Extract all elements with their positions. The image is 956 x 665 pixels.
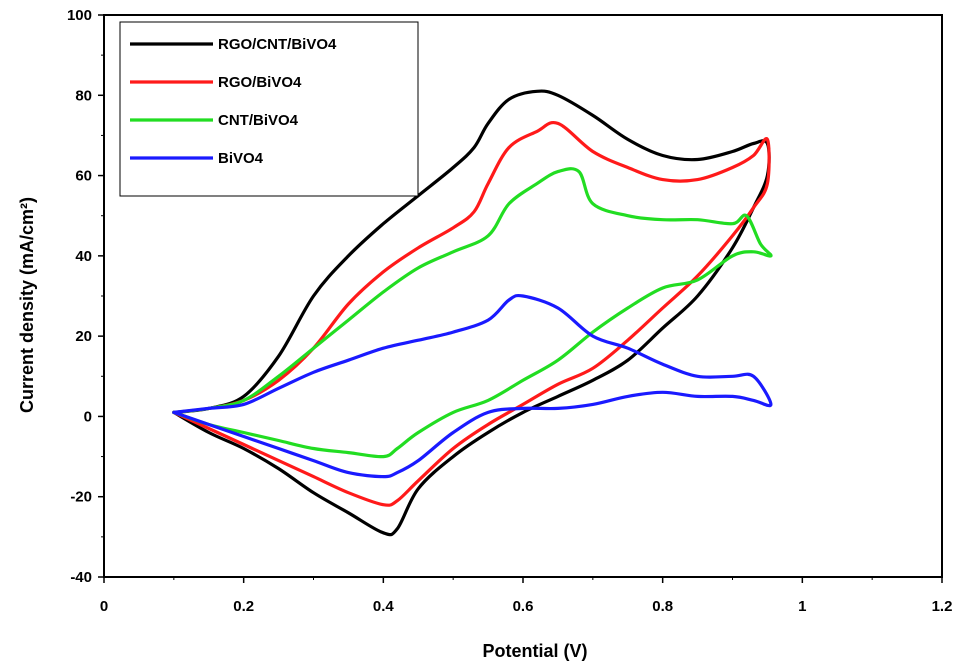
legend-label-bivo4: BiVO4 [218,150,264,167]
legend-label-cnt-bivo4: CNT/BiVO4 [218,112,299,129]
x-tick-label: 0.6 [513,598,534,615]
y-tick-label: 40 [75,248,92,265]
series-line-bivo4 [172,293,773,479]
legend-box [119,21,419,197]
x-tick-label: 0.8 [652,598,673,615]
y-tick-label: 60 [75,168,92,185]
x-tick-label: 0.2 [233,598,254,615]
x-tick-label: 0 [100,598,108,615]
tick-labels: -40 -20 0 20 40 60 80 100 0 0.2 0.4 0.6 0.8 1 1.2 [67,7,952,615]
x-axis-title: Potential (V) [482,641,587,661]
y-tick-label: 80 [75,87,92,104]
y-tick-label: 20 [75,328,92,345]
axis-ticks [98,14,943,583]
legend-label-rgo-bivo4: RGO/BiVO4 [218,74,302,91]
x-tick-label: 1 [798,598,806,615]
y-tick-label: 100 [67,7,92,24]
x-tick-label: 0.4 [373,598,395,615]
y-tick-label: -20 [70,489,92,506]
y-tick-label: -40 [70,569,92,586]
x-tick-label: 1.2 [932,598,953,615]
legend-label-rgo-cnt-bivo4: RGO/CNT/BiVO4 [218,36,337,53]
y-tick-label: 0 [84,408,92,425]
legend: RGO/CNT/BiVO4 RGO/BiVO4 CNT/BiVO4 BiVO4 [119,21,419,197]
series-lines [172,89,773,537]
series-line-cnt-bivo4 [172,167,773,459]
series-line-rgo-bivo4 [172,121,771,507]
y-axis-title: Current density (mA/cm²) [17,197,37,413]
